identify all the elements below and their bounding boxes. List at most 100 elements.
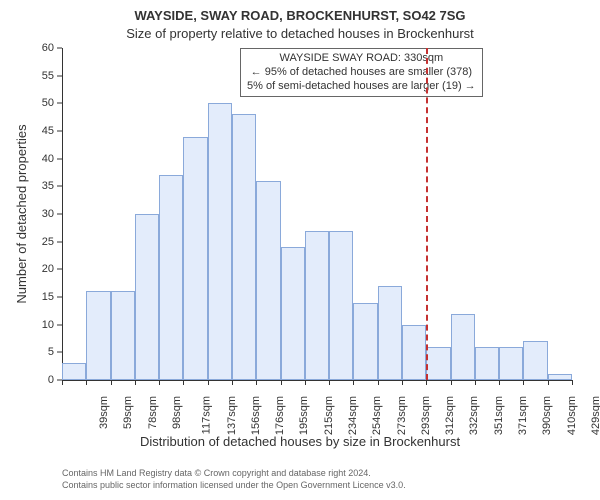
y-tick (57, 241, 62, 242)
histogram-bar (232, 114, 256, 380)
y-tick-label: 15 (24, 291, 54, 303)
x-tick-label: 351sqm (493, 396, 505, 435)
histogram-figure: WAYSIDE, SWAY ROAD, BROCKENHURST, SO42 7… (0, 0, 600, 500)
x-tick-label: 371sqm (517, 396, 529, 435)
x-tick (135, 380, 136, 385)
marker-line (426, 48, 428, 380)
histogram-bar (499, 347, 523, 380)
chart-subtitle: Size of property relative to detached ho… (0, 26, 600, 41)
histogram-bar (426, 347, 450, 380)
plot-area: 05101520253035404550556039sqm59sqm78sqm9… (62, 48, 572, 380)
y-tick-label: 30 (24, 208, 54, 220)
x-tick (111, 380, 112, 385)
x-axis-label: Distribution of detached houses by size … (0, 434, 600, 449)
y-tick-label: 60 (24, 42, 54, 54)
x-tick (402, 380, 403, 385)
x-tick (426, 380, 427, 385)
x-tick (353, 380, 354, 385)
x-tick-label: 78sqm (147, 396, 159, 429)
footer-line: Contains HM Land Registry data © Crown c… (62, 468, 406, 480)
y-tick (57, 131, 62, 132)
x-tick-label: 176sqm (274, 396, 286, 435)
x-tick (256, 380, 257, 385)
y-tick-label: 25 (24, 236, 54, 248)
histogram-bar (523, 341, 547, 380)
x-axis-line (62, 380, 572, 381)
y-tick-label: 40 (24, 153, 54, 165)
y-tick-label: 10 (24, 319, 54, 331)
y-tick (57, 269, 62, 270)
x-tick-label: 390sqm (541, 396, 553, 435)
y-tick (57, 297, 62, 298)
histogram-bar (305, 231, 329, 380)
histogram-bar (135, 214, 159, 380)
x-tick (499, 380, 500, 385)
x-tick-label: 39sqm (98, 396, 110, 429)
y-tick (57, 75, 62, 76)
histogram-bar (159, 175, 183, 380)
y-tick-label: 5 (24, 346, 54, 358)
x-tick-label: 234sqm (347, 396, 359, 435)
x-tick (159, 380, 160, 385)
y-tick (57, 186, 62, 187)
x-tick-label: 117sqm (201, 396, 213, 434)
x-tick (451, 380, 452, 385)
histogram-bar (111, 291, 135, 380)
x-tick (232, 380, 233, 385)
x-tick (523, 380, 524, 385)
chart-title: WAYSIDE, SWAY ROAD, BROCKENHURST, SO42 7… (0, 8, 600, 23)
x-tick (378, 380, 379, 385)
y-tick (57, 103, 62, 104)
y-tick (57, 324, 62, 325)
x-tick-label: 312sqm (444, 396, 456, 435)
footer-line: Contains public sector information licen… (62, 480, 406, 492)
histogram-bar (475, 347, 499, 380)
x-tick-label: 273sqm (396, 396, 408, 435)
y-axis-line (62, 48, 63, 380)
y-tick-label: 35 (24, 180, 54, 192)
x-tick (475, 380, 476, 385)
x-tick (62, 380, 63, 385)
histogram-bar (281, 247, 305, 380)
x-tick (183, 380, 184, 385)
y-tick-label: 45 (24, 125, 54, 137)
y-tick-label: 50 (24, 97, 54, 109)
x-tick (86, 380, 87, 385)
x-tick-label: 332sqm (469, 396, 481, 435)
x-tick (305, 380, 306, 385)
histogram-bar (183, 137, 207, 380)
x-tick-label: 254sqm (371, 396, 383, 435)
x-tick-label: 215sqm (323, 396, 335, 435)
x-tick-label: 98sqm (171, 396, 183, 429)
histogram-bar (378, 286, 402, 380)
histogram-bar (256, 181, 280, 380)
histogram-bar (353, 303, 377, 380)
x-tick-label: 410sqm (566, 396, 578, 435)
y-tick (57, 158, 62, 159)
x-tick-label: 156sqm (250, 396, 262, 435)
x-tick (281, 380, 282, 385)
histogram-bar (329, 231, 353, 380)
histogram-bar (451, 314, 475, 380)
y-tick-label: 20 (24, 263, 54, 275)
y-tick (57, 352, 62, 353)
y-tick (57, 48, 62, 49)
y-tick-label: 0 (24, 374, 54, 386)
y-tick-label: 55 (24, 70, 54, 82)
x-tick-label: 195sqm (299, 396, 311, 435)
x-tick-label: 293sqm (420, 396, 432, 435)
x-tick-label: 137sqm (226, 396, 238, 435)
histogram-bar (402, 325, 426, 380)
x-tick-label: 429sqm (590, 396, 600, 435)
histogram-bar (548, 374, 572, 380)
x-tick (329, 380, 330, 385)
y-tick (57, 214, 62, 215)
histogram-bar (62, 363, 86, 380)
histogram-bar (86, 291, 110, 380)
histogram-bar (208, 103, 232, 380)
x-tick (208, 380, 209, 385)
x-tick (572, 380, 573, 385)
footer: Contains HM Land Registry data © Crown c… (62, 468, 406, 491)
x-tick (548, 380, 549, 385)
x-tick-label: 59sqm (122, 396, 134, 429)
